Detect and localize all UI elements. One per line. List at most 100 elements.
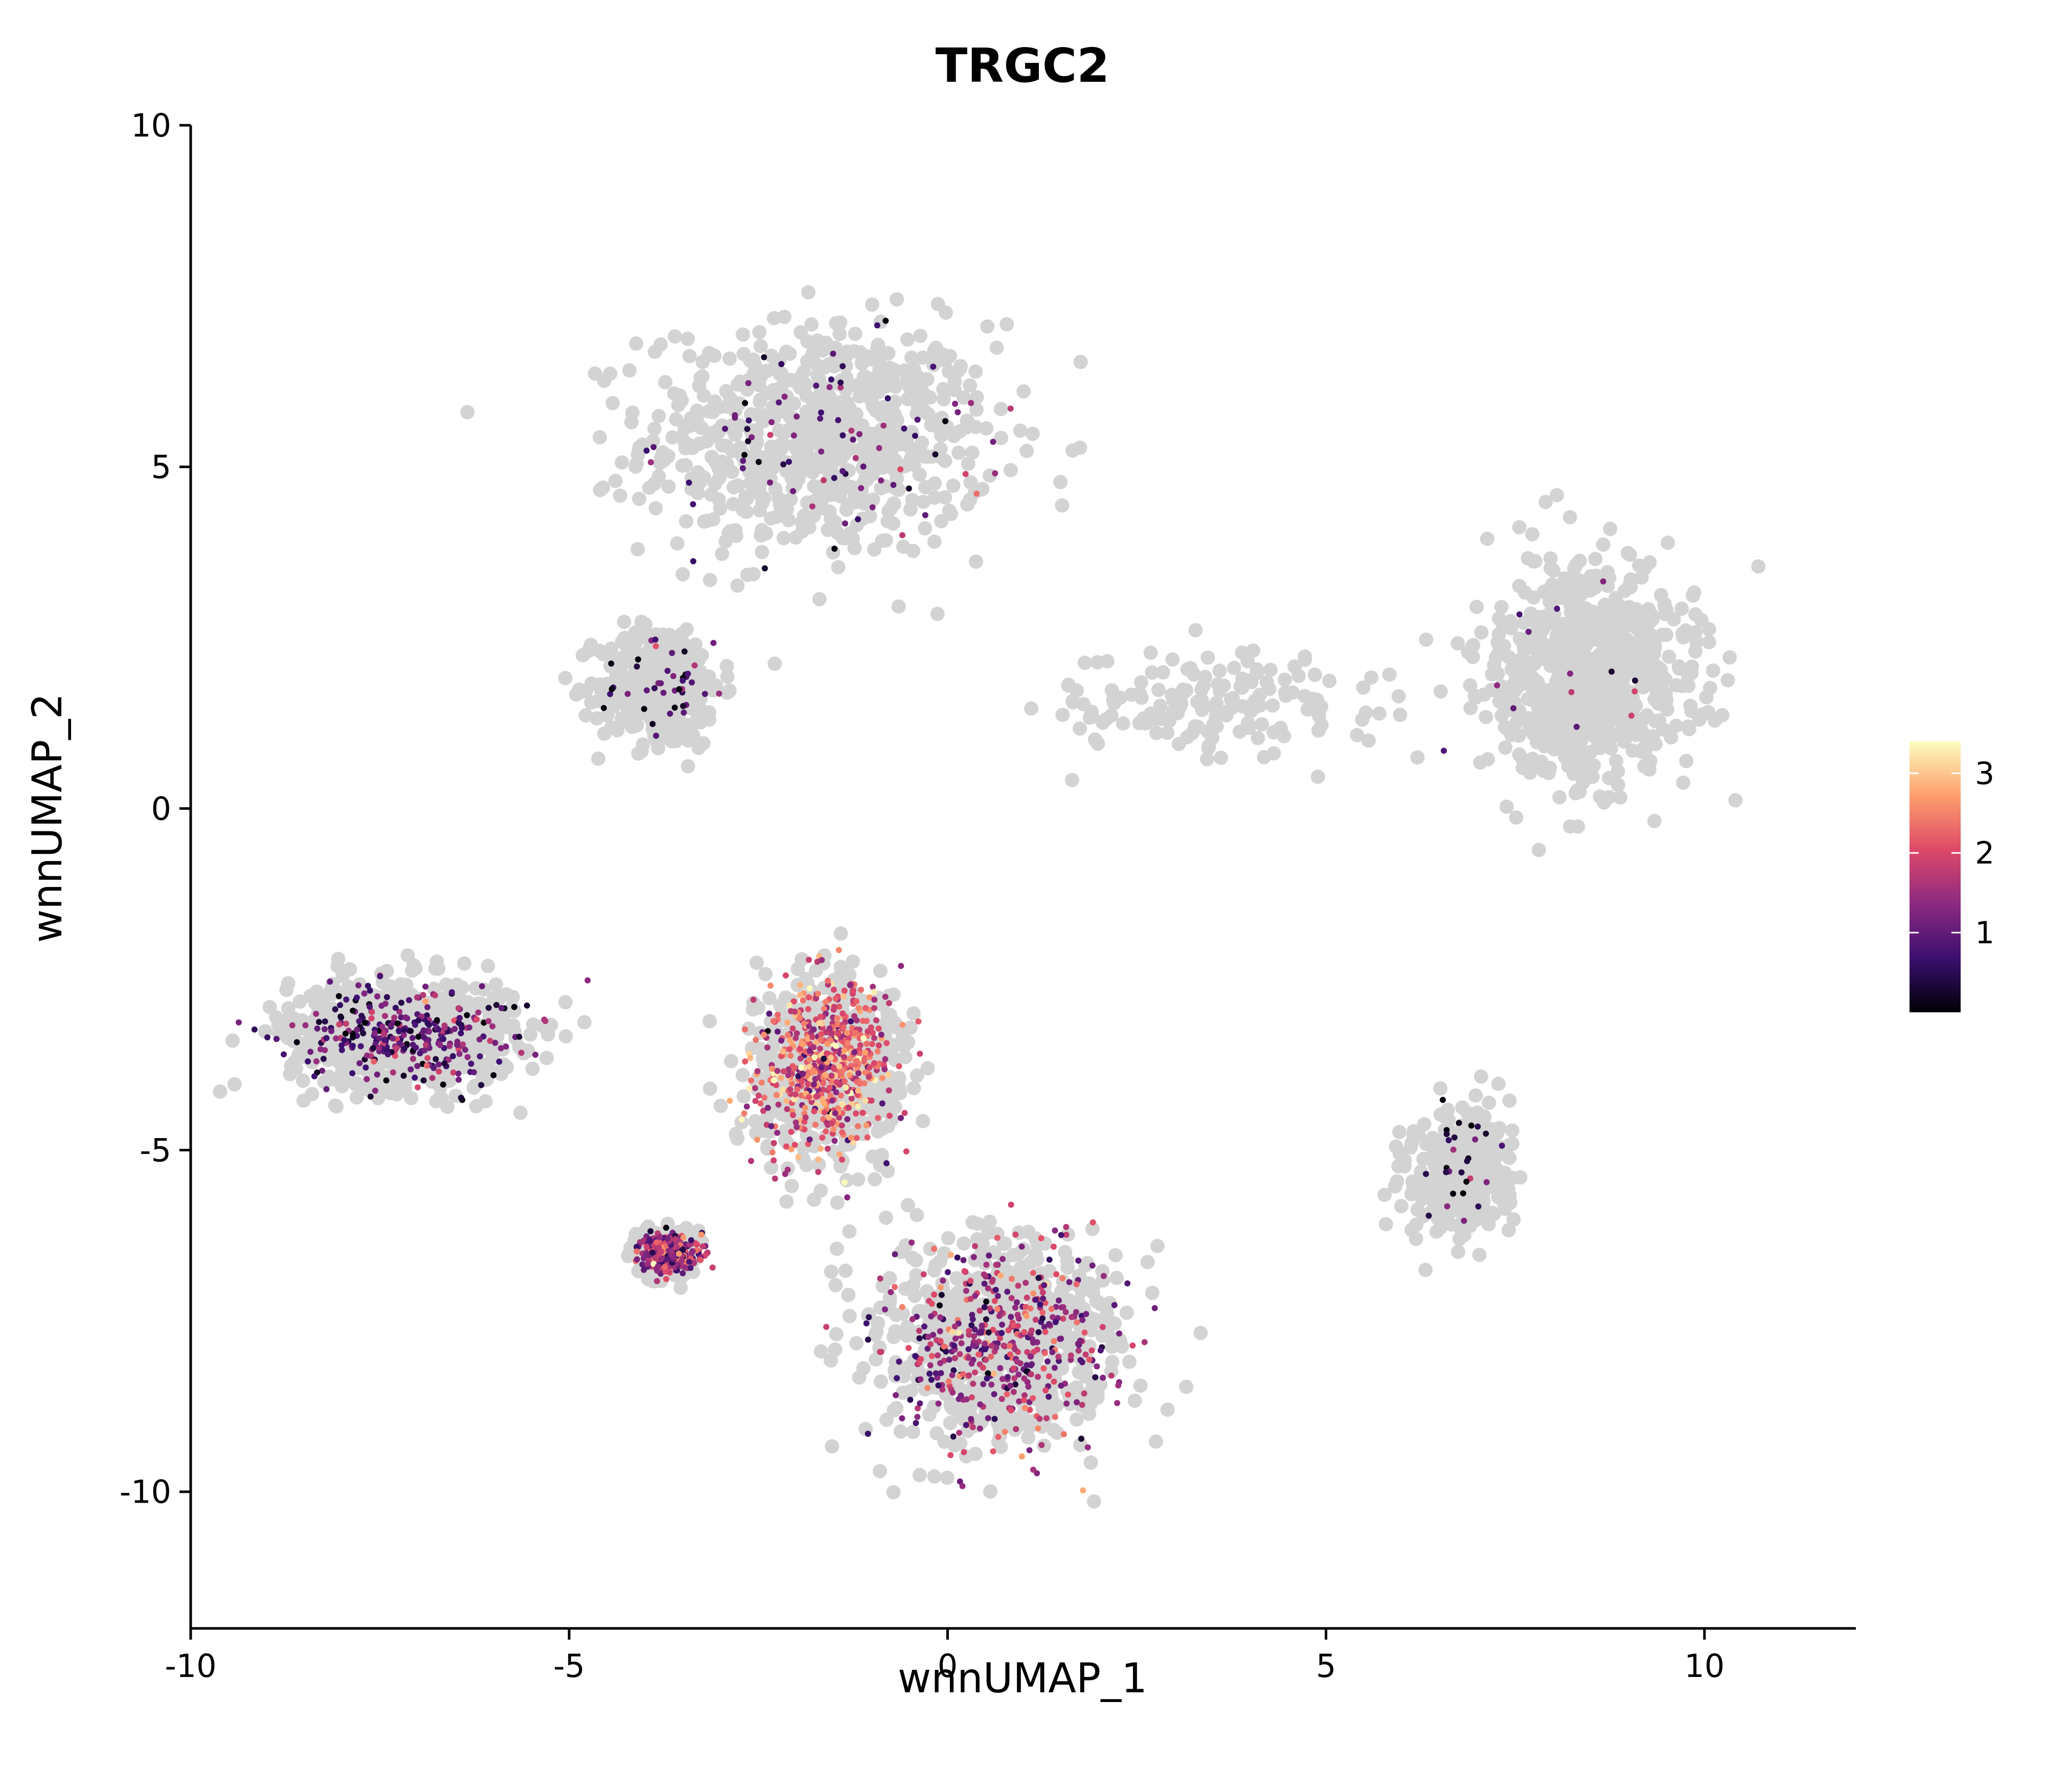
- background-point: [1646, 729, 1661, 743]
- background-point: [824, 485, 838, 500]
- background-point: [1450, 636, 1465, 651]
- background-point: [804, 317, 819, 332]
- background-point: [873, 1464, 888, 1479]
- background-point: [1179, 1379, 1194, 1394]
- background-point: [763, 471, 778, 486]
- background-point: [854, 484, 869, 498]
- background-point: [1073, 354, 1088, 369]
- background-point: [1686, 588, 1700, 603]
- background-point: [781, 513, 796, 528]
- background-point: [900, 429, 915, 444]
- background-point: [1463, 700, 1478, 715]
- background-point: [1502, 1223, 1516, 1238]
- background-point: [957, 1236, 971, 1251]
- background-point: [927, 490, 942, 505]
- background-point: [793, 325, 808, 339]
- background-point: [881, 346, 896, 360]
- background-point: [1160, 1402, 1175, 1417]
- background-point: [1108, 1248, 1123, 1263]
- background-point: [558, 995, 573, 1010]
- background-point: [1155, 665, 1170, 679]
- background-point: [615, 455, 629, 470]
- background-point: [283, 1067, 298, 1081]
- background-point: [1579, 697, 1594, 711]
- background-point: [1699, 690, 1714, 705]
- background-point: [400, 948, 415, 963]
- background-point: [608, 473, 623, 488]
- background-point: [881, 1119, 896, 1133]
- background-point: [482, 1006, 497, 1020]
- background-point: [874, 481, 889, 495]
- background-point: [262, 1000, 277, 1014]
- background-point: [513, 1105, 528, 1120]
- background-point: [349, 1075, 363, 1090]
- background-point: [788, 474, 803, 488]
- background-point: [864, 352, 878, 367]
- background-point: [668, 713, 683, 728]
- background-point: [754, 528, 768, 543]
- background-point: [1433, 684, 1448, 699]
- background-point: [906, 380, 921, 395]
- background-point: [399, 978, 414, 992]
- background-point: [689, 413, 703, 428]
- background-point: [857, 369, 872, 384]
- background-point: [1193, 1326, 1208, 1341]
- background-point: [1594, 678, 1608, 693]
- background-point: [360, 1082, 375, 1097]
- background-point: [1708, 713, 1722, 728]
- background-point: [1574, 765, 1588, 780]
- background-point: [1675, 626, 1690, 641]
- background-point: [847, 495, 862, 510]
- background-point: [1065, 443, 1080, 458]
- background-point: [674, 627, 689, 641]
- background-point: [1060, 1253, 1075, 1268]
- background-point: [702, 1014, 717, 1029]
- background-point: [898, 1050, 913, 1064]
- background-point: [305, 1086, 320, 1101]
- background-point: [918, 521, 933, 536]
- background-point: [936, 382, 951, 396]
- background-point: [1019, 444, 1034, 458]
- background-point: [719, 659, 734, 673]
- background-point: [696, 736, 711, 751]
- background-point: [874, 1148, 889, 1162]
- background-point: [1392, 1146, 1407, 1161]
- background-point: [877, 400, 892, 414]
- background-point: [910, 1208, 924, 1222]
- background-point: [1647, 813, 1662, 828]
- background-point: [334, 1079, 349, 1094]
- background-point: [1485, 1135, 1499, 1149]
- background-point: [1122, 1354, 1137, 1369]
- background-point: [739, 505, 754, 519]
- background-point: [1603, 521, 1618, 536]
- background-point: [1509, 810, 1524, 825]
- background-point: [1391, 1159, 1406, 1174]
- background-point: [730, 1131, 745, 1146]
- background-point: [1412, 1128, 1426, 1143]
- background-point: [726, 496, 740, 511]
- background-point: [648, 345, 662, 359]
- background-point: [466, 1080, 481, 1095]
- background-point: [937, 1435, 952, 1449]
- background-point: [670, 536, 685, 551]
- background-point: [636, 695, 651, 710]
- background-point: [1606, 618, 1621, 632]
- background-point: [1472, 1247, 1487, 1262]
- background-point: [963, 492, 978, 507]
- background-point: [1314, 699, 1329, 714]
- background-point: [911, 398, 925, 413]
- background-point: [592, 644, 607, 659]
- background-point: [1419, 632, 1434, 647]
- background-point: [1016, 384, 1031, 399]
- background-point: [1469, 1185, 1484, 1199]
- background-point: [1525, 527, 1540, 541]
- background-point: [930, 606, 945, 621]
- background-point: [1688, 644, 1703, 659]
- background-point: [1635, 644, 1650, 659]
- background-point: [1505, 1137, 1520, 1151]
- background-point: [713, 1099, 728, 1113]
- background-point: [592, 677, 607, 692]
- background-point: [700, 513, 714, 528]
- background-point: [944, 1399, 959, 1414]
